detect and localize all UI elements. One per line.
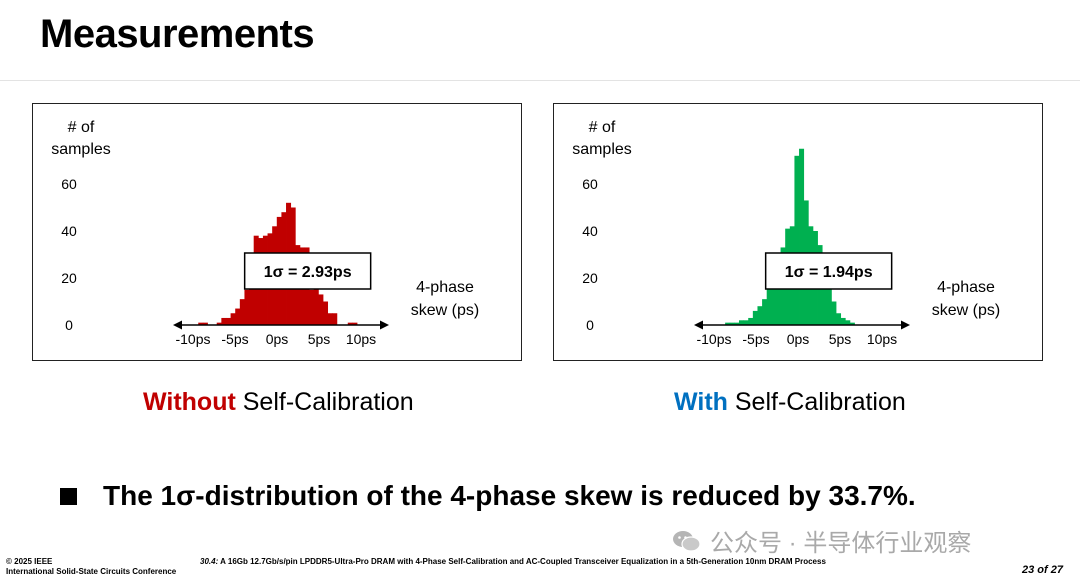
histogram-bar xyxy=(729,322,735,325)
chart-panel-without-calibration: # of samples 0 20 40 60 -10ps -5ps 0ps 5ps 10ps 4-p… xyxy=(32,103,522,361)
y-tick-label: 0 xyxy=(586,317,594,333)
footer-conference: International Solid-State Circuits Confe… xyxy=(6,567,177,576)
histogram-bar xyxy=(822,266,828,325)
x-tick-label: -5ps xyxy=(221,331,248,347)
y-axis-label-line2: samples xyxy=(572,141,632,158)
x-tick-label: 10ps xyxy=(867,331,897,347)
footer-copyright: © 2025 IEEE xyxy=(6,557,53,566)
y-tick-label: 40 xyxy=(61,223,77,239)
footer-paper-title-text: A 16Gb 12.7Gb/s/pin LPDDR5-Ultra-Pro DRA… xyxy=(218,557,826,566)
wechat-icon xyxy=(673,530,701,552)
x-tick-label: 0ps xyxy=(266,331,289,347)
page-title: Measurements xyxy=(40,12,315,56)
histogram-bar xyxy=(230,313,236,325)
caption-with-calibration: With Self-Calibration xyxy=(674,388,906,417)
y-tick-label: 20 xyxy=(61,270,77,286)
footer-copyright-block: © 2025 IEEE International Solid-State Ci… xyxy=(6,557,176,577)
y-tick-label: 60 xyxy=(582,176,598,192)
histogram-bar xyxy=(748,317,754,325)
histogram-bar xyxy=(332,313,338,325)
histogram-bar xyxy=(743,320,749,325)
histogram-bar xyxy=(352,322,358,325)
histogram-bar xyxy=(235,308,241,325)
chart-panel-with-calibration: # of samples 0 20 40 60 -10ps -5ps 0ps 5ps 10ps 4-p… xyxy=(553,103,1043,361)
histogram-bar xyxy=(794,155,800,325)
x-axis-label-line2: skew (ps) xyxy=(932,302,1000,319)
footer-paper-number: 30.4: xyxy=(200,557,219,566)
x-axis-left-arrow xyxy=(173,320,182,330)
x-axis-right-arrow xyxy=(901,320,910,330)
caption-rest-with: Self-Calibration xyxy=(727,388,906,416)
caption-without-calibration: Without Self-Calibration xyxy=(143,388,414,417)
sigma-annotation: 1σ = 1.94ps xyxy=(785,264,873,281)
histogram-bar xyxy=(836,313,842,325)
histogram-bar xyxy=(840,317,846,325)
x-tick-label: 5ps xyxy=(829,331,852,347)
x-tick-label: 10ps xyxy=(346,331,376,347)
y-tick-label: 60 xyxy=(61,176,77,192)
sigma-annotation: 1σ = 2.93ps xyxy=(264,264,352,281)
y-tick-label: 40 xyxy=(582,223,598,239)
histogram-bar xyxy=(849,322,855,325)
histogram-bar xyxy=(725,322,731,325)
histogram-bar xyxy=(309,289,315,325)
sigma-annotation-box xyxy=(243,252,372,290)
histogram-bar xyxy=(762,299,768,325)
y-axis-label-line1: # of xyxy=(68,119,95,136)
histogram-bar xyxy=(766,285,772,325)
x-axis-left-arrow xyxy=(694,320,703,330)
histogram-bar xyxy=(771,275,777,325)
caption-highlight-with: With xyxy=(674,388,728,416)
histogram-bar xyxy=(202,322,208,325)
x-axis-right-arrow xyxy=(380,320,389,330)
histogram-bar xyxy=(239,299,245,325)
histogram-bar xyxy=(799,148,805,325)
histogram-bar xyxy=(347,322,353,325)
y-axis-label-line2: samples xyxy=(51,141,111,158)
histogram-bar xyxy=(216,322,222,325)
caption-rest-without: Self-Calibration xyxy=(235,388,414,416)
x-tick-label: 5ps xyxy=(308,331,331,347)
x-tick-label: -5ps xyxy=(742,331,769,347)
footer-paper-title: 30.4: A 16Gb 12.7Gb/s/pin LPDDR5-Ultra-P… xyxy=(200,557,826,566)
x-tick-label: -10ps xyxy=(175,331,210,347)
histogram-bar xyxy=(775,270,781,325)
histogram-bar xyxy=(313,285,319,325)
histogram-bar xyxy=(249,266,255,325)
histogram-bar xyxy=(221,317,227,325)
histogram-with-calibration: # of samples 0 20 40 60 -10ps -5ps 0ps 5ps 10ps 4-p… xyxy=(572,119,1000,347)
histogram-bar xyxy=(738,320,745,325)
caption-highlight-without: Without xyxy=(143,388,236,416)
y-axis-label-line1: # of xyxy=(589,119,616,136)
histogram-bar xyxy=(826,285,832,325)
histogram-bar xyxy=(198,322,204,325)
histogram-bar xyxy=(831,301,837,325)
x-axis-label-line1: 4-phase xyxy=(937,279,995,296)
histogram-bar xyxy=(757,306,763,325)
histogram-bar xyxy=(734,322,740,325)
histogram-bar xyxy=(322,301,329,325)
square-bullet-icon xyxy=(60,487,77,505)
conclusion-bullet: The 1σ-distribution of the 4-phase skew … xyxy=(60,480,916,512)
y-tick-label: 0 xyxy=(65,317,73,333)
histogram-bar xyxy=(752,310,758,325)
x-axis-label-line1: 4-phase xyxy=(416,279,474,296)
watermark: 公众号 · 半导体行业观察 xyxy=(672,523,971,558)
watermark-text: 公众号 · 半导体行业观察 xyxy=(710,530,972,557)
conclusion-text: The 1σ-distribution of the 4-phase skew … xyxy=(103,480,916,511)
x-tick-label: -10ps xyxy=(696,331,731,347)
y-tick-label: 20 xyxy=(582,270,598,286)
histogram-bar xyxy=(327,313,333,325)
histogram-bar xyxy=(318,294,324,325)
histogram-bar xyxy=(244,289,250,325)
sigma-annotation-box xyxy=(764,252,893,290)
title-divider xyxy=(0,80,1080,81)
x-axis-label-line2: skew (ps) xyxy=(411,302,479,319)
page-number: 23 of 27 xyxy=(1022,564,1063,576)
histogram-without-calibration: # of samples 0 20 40 60 -10ps -5ps 0ps 5ps 10ps 4-p… xyxy=(51,119,479,347)
histogram-bar xyxy=(225,317,231,325)
x-tick-label: 0ps xyxy=(787,331,810,347)
histogram-bar xyxy=(845,320,851,325)
